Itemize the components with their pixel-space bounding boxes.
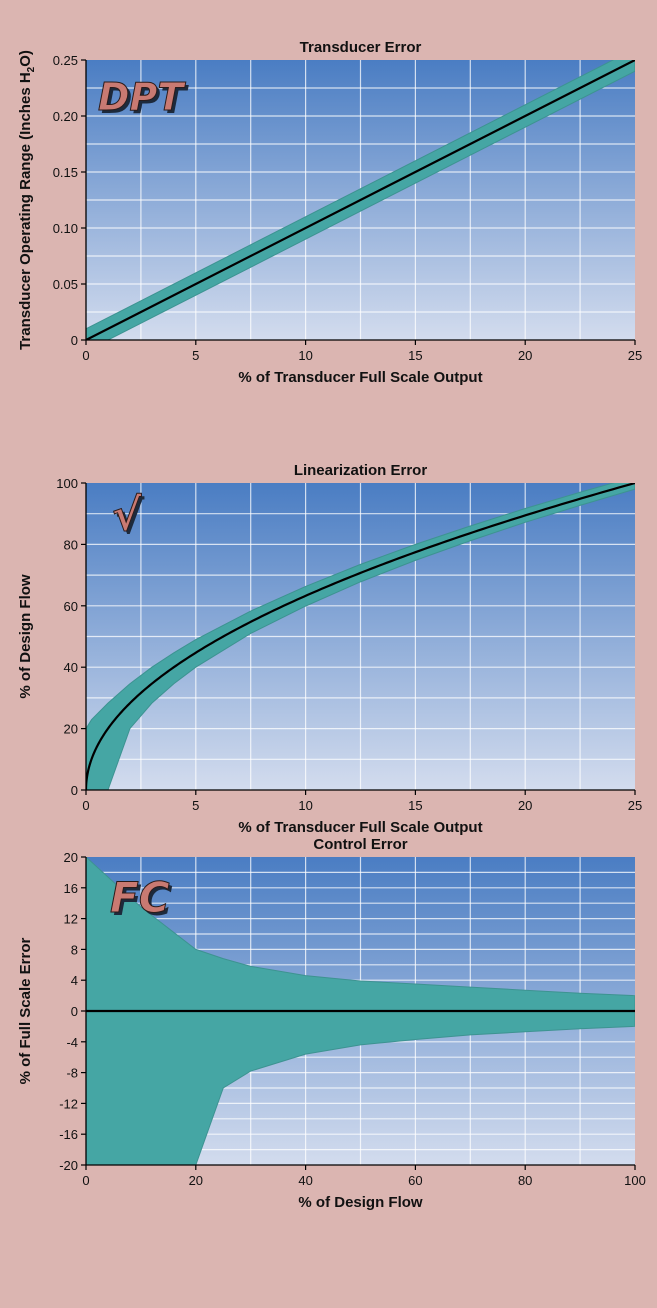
- y-axis-label: Transducer Operating Range (Inches H2O): [17, 50, 37, 350]
- y-tick-label: 0: [71, 333, 78, 348]
- chart-title: Linearization Error: [294, 462, 428, 479]
- plot-content: [86, 60, 635, 340]
- y-tick-label: 0: [71, 1004, 78, 1019]
- y-tick-label: -20: [59, 1158, 78, 1173]
- y-tick-label: 0.05: [53, 277, 78, 292]
- chart-badge-text: DPT: [98, 75, 186, 119]
- y-tick-label: 12: [64, 912, 78, 927]
- y-axis-label-text: % of Full Scale Error: [17, 937, 34, 1084]
- y-tick-label: 0.25: [53, 53, 78, 68]
- chart-badge-shadow: FC: [113, 876, 173, 925]
- error-band: [86, 483, 635, 790]
- chart-panel-3: 0 20 40 60 80 100201612840-4-8-12-16-20Contro…: [17, 836, 646, 1211]
- chart-title: Control Error: [313, 836, 407, 853]
- y-tick-label: 80: [64, 537, 78, 552]
- plot-content: [86, 483, 635, 790]
- chart-panel-2: 0 5 10 15 20 25 0 20 40 60 80 100 Linearization Erro…: [17, 462, 642, 836]
- x-tick-label: 40: [298, 1173, 312, 1188]
- y-axis-label-end: O): [17, 50, 34, 67]
- x-tick-label: 10: [298, 798, 312, 813]
- y-axis-label: % of Full Scale Error: [17, 937, 34, 1084]
- x-tick-label: 0: [82, 348, 89, 363]
- chart-title: Transducer Error: [300, 39, 422, 56]
- y-tick-label: 0: [71, 783, 78, 798]
- chart-panel-1: 0 5 10 15 20 25 0 0.05 0.10 0.15 0.20 0.25 Transduce…: [17, 39, 642, 386]
- y-tick-label: 0.20: [53, 109, 78, 124]
- y-tick-label: 100: [56, 476, 78, 491]
- y-tick-label: 16: [64, 881, 78, 896]
- chart-badge-text: √: [112, 490, 142, 541]
- x-tick-label: 20: [518, 798, 532, 813]
- y-tick-label: 4: [71, 973, 78, 988]
- x-axis-label: % of Design Flow: [298, 1194, 423, 1211]
- chart-badge-shadow: DPT: [101, 78, 189, 122]
- x-tick-label: 0: [82, 1173, 89, 1188]
- x-tick-label: 100: [624, 1173, 646, 1188]
- x-tick-label: 5: [192, 348, 199, 363]
- data-line: [86, 483, 635, 790]
- y-tick-label: -12: [59, 1096, 78, 1111]
- x-tick-label: 80: [518, 1173, 532, 1188]
- y-tick-label: 20: [64, 850, 78, 865]
- data-line: [86, 60, 635, 340]
- y-tick-label: -4: [66, 1035, 78, 1050]
- y-axis-label-text: Transducer Operating Range (Inches H: [17, 72, 34, 350]
- y-tick-label: -16: [59, 1127, 78, 1142]
- y-tick-label: 8: [71, 942, 78, 957]
- chart-badge-shadow: √: [115, 493, 145, 544]
- x-tick-label: 10: [298, 348, 312, 363]
- chart-badge-text: FC: [110, 873, 170, 922]
- y-tick-label: 60: [64, 599, 78, 614]
- y-tick-label: 0.10: [53, 221, 78, 236]
- x-axis-label: % of Transducer Full Scale Output: [238, 369, 482, 386]
- x-tick-label: 0: [82, 798, 89, 813]
- y-tick-label: 0.15: [53, 165, 78, 180]
- y-tick-label: -8: [66, 1066, 78, 1081]
- y-tick-label: 20: [64, 722, 78, 737]
- x-tick-label: 20: [518, 348, 532, 363]
- x-tick-label: 25: [628, 348, 642, 363]
- chart-badge: √√: [112, 490, 146, 545]
- y-axis-label: % of Design Flow: [17, 574, 34, 699]
- y-axis-label-subscript: 2: [26, 66, 37, 72]
- x-tick-label: 15: [408, 348, 422, 363]
- x-tick-label: 25: [628, 798, 642, 813]
- x-tick-label: 60: [408, 1173, 422, 1188]
- y-axis-label-text: % of Design Flow: [17, 574, 34, 699]
- plot-content: [86, 857, 635, 1165]
- x-tick-label: 15: [408, 798, 422, 813]
- grid: [86, 483, 635, 790]
- x-tick-label: 5: [192, 798, 199, 813]
- x-axis-label: % of Transducer Full Scale Output: [238, 819, 482, 836]
- y-tick-label: 40: [64, 660, 78, 675]
- x-tick-label: 20: [189, 1173, 203, 1188]
